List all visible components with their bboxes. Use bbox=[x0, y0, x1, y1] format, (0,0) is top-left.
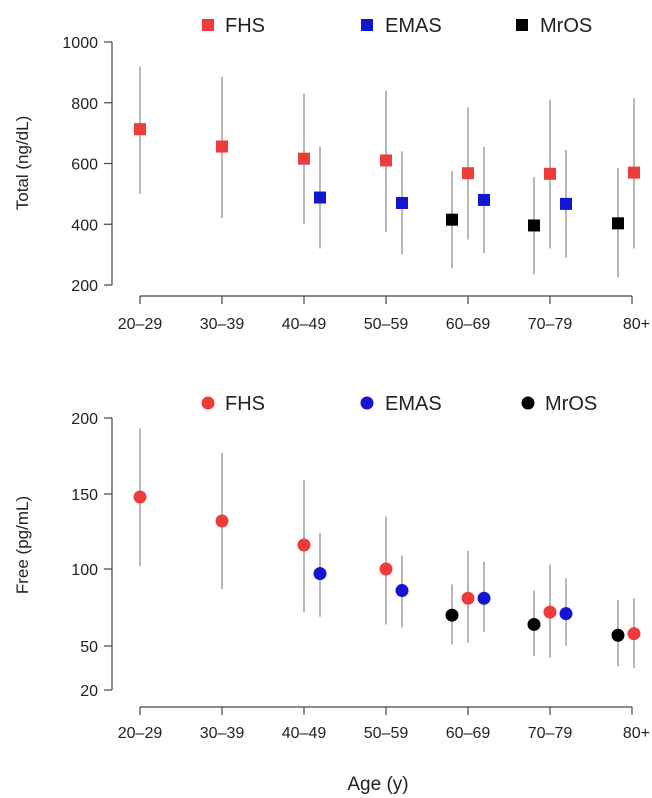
data-point-fhs bbox=[461, 591, 475, 605]
data-point-fhs bbox=[215, 514, 229, 528]
y-tick-label: 20 bbox=[80, 683, 98, 700]
free-testosterone-panel: 20 50 100 150 200 20–29 30–39 40–49 50–59 60–69 70… bbox=[13, 393, 650, 742]
y-tick-label: 150 bbox=[71, 487, 98, 504]
x-tick-label: 30–39 bbox=[200, 725, 245, 742]
data-point-emas bbox=[396, 196, 408, 209]
total-testosterone-panel: 200 400 600 800 1000 20–29 30–39 40–49 50–59 60–6… bbox=[13, 15, 650, 333]
x-tick-label: 40–49 bbox=[282, 725, 327, 742]
data-point-mros bbox=[612, 217, 624, 230]
data-point-mros bbox=[611, 628, 625, 642]
data-point-mros bbox=[446, 213, 458, 226]
x-tick-label: 80+ bbox=[623, 725, 650, 742]
data-point-fhs bbox=[380, 154, 392, 167]
x-tick-label: 20–29 bbox=[118, 725, 163, 742]
legend-marker-emas bbox=[360, 396, 374, 410]
data-point-fhs bbox=[627, 627, 641, 641]
x-tick-label: 60–69 bbox=[446, 725, 491, 742]
data-point-fhs bbox=[133, 490, 147, 504]
x-tick-label: 30–39 bbox=[200, 316, 245, 333]
data-point-emas bbox=[478, 193, 490, 206]
x-tick-label: 50–59 bbox=[364, 725, 409, 742]
y-tick-label: 200 bbox=[71, 278, 98, 295]
data-point-fhs bbox=[544, 167, 556, 180]
data-point-emas bbox=[314, 191, 326, 204]
data-point-mros bbox=[445, 608, 459, 622]
x-tick-label: 70–79 bbox=[528, 725, 573, 742]
data-point-emas bbox=[559, 607, 573, 621]
data-point-fhs bbox=[628, 166, 640, 179]
y-tick-label: 100 bbox=[71, 562, 98, 579]
legend-marker-fhs bbox=[201, 396, 215, 410]
y-tick-label: 400 bbox=[71, 217, 98, 234]
x-tick-label: 80+ bbox=[623, 316, 650, 333]
legend-marker-mros bbox=[516, 19, 528, 31]
y-axis-title: Total (ng/dL) bbox=[13, 116, 32, 211]
legend-label-emas: EMAS bbox=[385, 15, 442, 37]
data-point-fhs bbox=[543, 605, 557, 619]
legend-label-fhs: FHS bbox=[225, 15, 265, 37]
legend-marker-fhs bbox=[202, 19, 214, 31]
legend-marker-emas bbox=[361, 19, 373, 31]
legend-marker-mros bbox=[521, 396, 535, 410]
y-axis-title: Free (pg/mL) bbox=[13, 496, 32, 594]
data-point-mros bbox=[528, 219, 540, 232]
data-point-emas bbox=[395, 584, 409, 598]
data-point-fhs bbox=[298, 152, 310, 165]
data-point-fhs bbox=[297, 538, 311, 552]
y-tick-label: 600 bbox=[71, 157, 98, 174]
x-axis-title: Age (y) bbox=[347, 774, 408, 795]
y-tick-label: 50 bbox=[80, 639, 98, 656]
x-tick-label: 70–79 bbox=[528, 316, 573, 333]
x-tick-label: 50–59 bbox=[364, 316, 409, 333]
data-point-fhs bbox=[134, 123, 146, 136]
x-tick-label: 40–49 bbox=[282, 316, 327, 333]
data-point-emas bbox=[560, 197, 572, 210]
y-tick-label: 1000 bbox=[62, 35, 98, 52]
legend-label-mros: MrOS bbox=[540, 15, 592, 37]
data-point-fhs bbox=[462, 167, 474, 180]
data-point-fhs bbox=[216, 140, 228, 153]
legend-label-emas: EMAS bbox=[385, 393, 442, 415]
data-point-emas bbox=[477, 591, 491, 605]
legend-label-mros: MrOS bbox=[545, 393, 597, 415]
legend-label-fhs: FHS bbox=[225, 393, 265, 415]
data-point-mros bbox=[527, 617, 541, 631]
x-tick-label: 60–69 bbox=[446, 316, 491, 333]
y-tick-label: 200 bbox=[71, 411, 98, 428]
data-point-fhs bbox=[379, 562, 393, 576]
x-tick-label: 20–29 bbox=[118, 316, 163, 333]
data-point-emas bbox=[313, 567, 327, 581]
y-tick-label: 800 bbox=[71, 96, 98, 113]
